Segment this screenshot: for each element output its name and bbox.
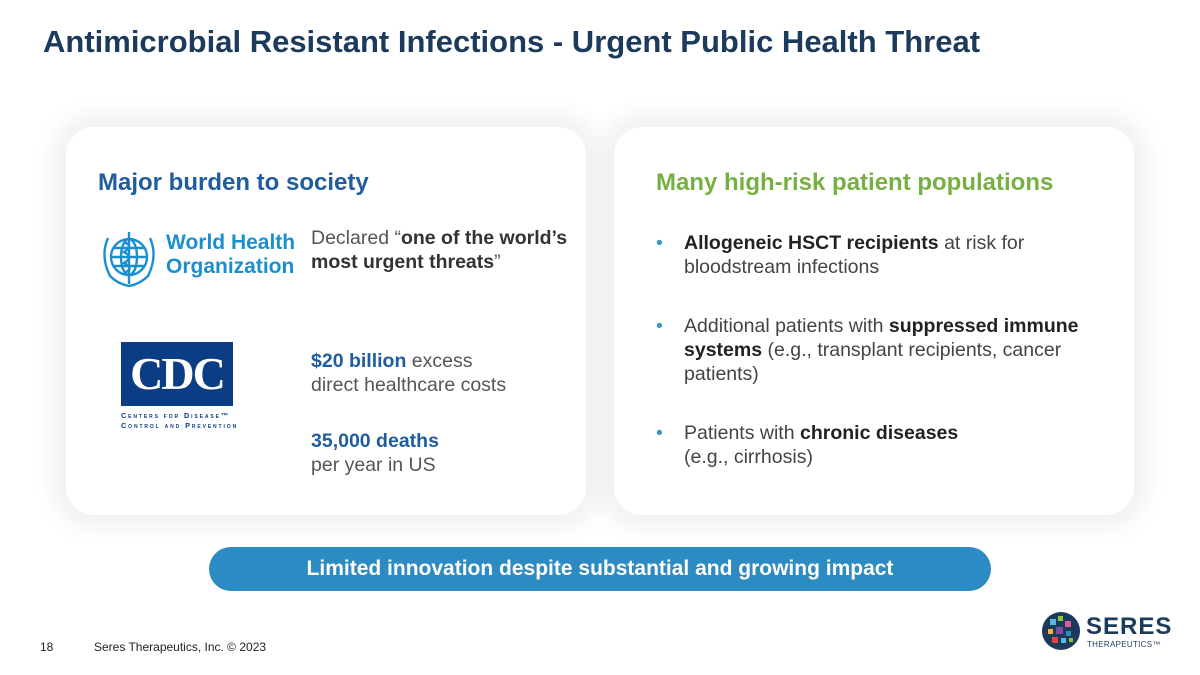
page-number: 18 <box>40 640 54 654</box>
who-logo-line2: Organization <box>166 255 295 278</box>
seres-logo-sub: THERAPEUTICS™ <box>1087 640 1161 649</box>
bullet-icon: • <box>656 422 663 444</box>
populations-panel: Many high-risk patient populations • Allo… <box>614 127 1134 515</box>
deaths-stat: 35,000 deaths per year in US <box>311 430 439 476</box>
bullet-icon: • <box>656 315 663 337</box>
who-logo-line1: World Health <box>166 231 296 254</box>
cdc-logo-box <box>121 342 233 406</box>
cost-stat: $20 billion excess direct healthcare cos… <box>311 350 507 396</box>
footer-copyright: Seres Therapeutics, Inc. © 2023 <box>94 640 267 654</box>
cdc-logo-letters: CDC <box>130 348 226 399</box>
who-statement: Declared “one of the world’s most urgent… <box>311 227 568 273</box>
who-statement-bold: one of the world’s most urgent threats <box>311 227 568 273</box>
who-emblem-icon <box>103 232 155 288</box>
list-item: • Patients with chronic diseases (e.g., ci… <box>656 422 959 468</box>
slide-title: Antimicrobial Resistant Infections - Urg… <box>43 24 981 59</box>
populations-list: • Allogeneic HSCT recipients at risk for … <box>656 231 1116 504</box>
bullet-icon: • <box>656 232 663 254</box>
cost-value: $20 billion <box>311 350 407 372</box>
cdc-logo-line2: Control and Prevention <box>121 421 239 430</box>
seres-logo: SERES THERAPEUTICS™ <box>1040 608 1171 656</box>
who-logo: World Health Organization <box>96 226 295 292</box>
burden-heading: Major burden to society <box>98 169 369 196</box>
deaths-value: 35,000 deaths <box>311 430 439 452</box>
list-item: • Allogeneic HSCT recipients at risk for … <box>656 232 1025 278</box>
seres-logo-name: SERES <box>1086 613 1173 640</box>
cdc-logo-line1: Centers for Disease™ <box>121 411 231 420</box>
burden-panel: Major burden to society World Health Org… <box>66 127 586 515</box>
seres-mark-icon <box>1042 612 1080 650</box>
list-item: • Additional patients with suppressed imm… <box>656 315 1079 385</box>
populations-heading: Many high-risk patient populations <box>656 169 1054 196</box>
cdc-logo: CDC Centers for Disease™ Control and Pre… <box>121 342 245 430</box>
key-message-banner: Limited innovation despite substantial a… <box>209 547 991 591</box>
